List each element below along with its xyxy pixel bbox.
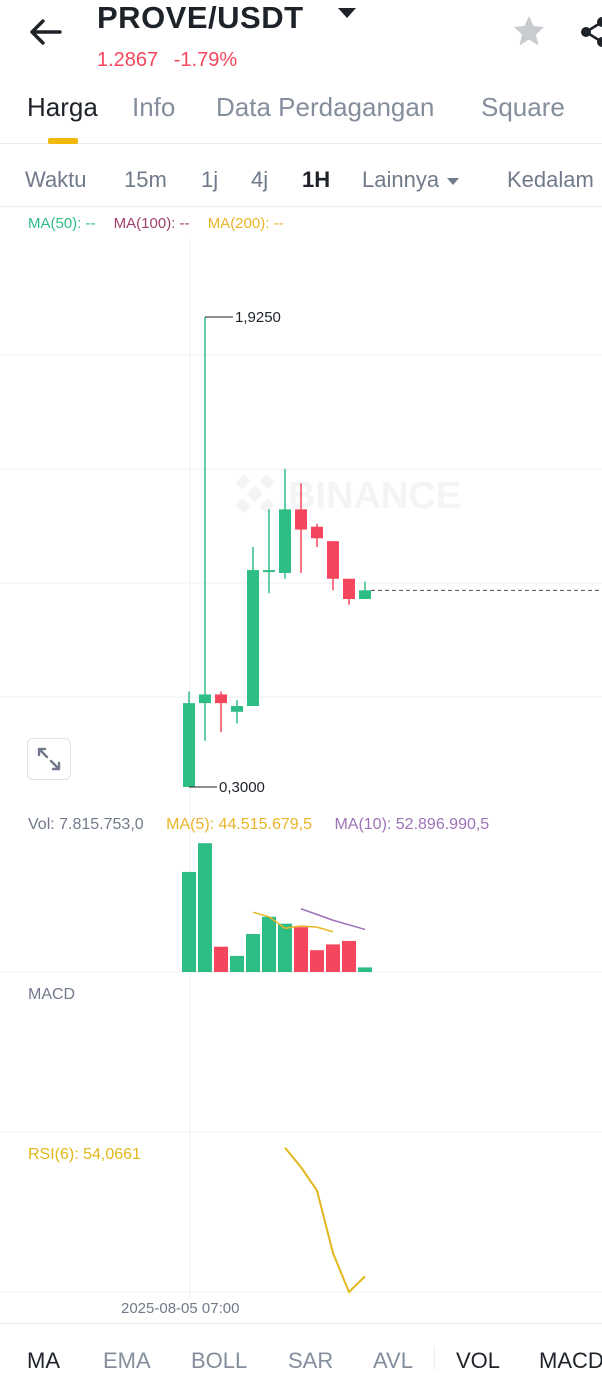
candle-1 xyxy=(199,317,211,741)
candle-body xyxy=(327,541,339,579)
tab-data-perdagangan[interactable]: Data Perdagangan xyxy=(216,92,435,122)
interval-1h[interactable]: 1H xyxy=(302,167,331,192)
indicator-macd[interactable]: MACD xyxy=(539,1348,602,1373)
volume-bars xyxy=(182,843,372,972)
indicator-boll[interactable]: BOLL xyxy=(191,1348,248,1373)
candle-6 xyxy=(279,468,291,579)
indicator-divider xyxy=(434,1346,435,1370)
active-tab-indicator xyxy=(48,138,78,144)
low-price-label: 0,3000 xyxy=(219,779,265,796)
chevron-down-icon[interactable] xyxy=(338,8,356,18)
candle-body xyxy=(263,570,275,573)
ma-legend: MA(50): -- MA(100): -- MA(200): -- xyxy=(28,215,298,232)
interval-more[interactable]: Lainnya xyxy=(362,167,460,193)
extreme-markers: 1,9250 0,3000 xyxy=(189,309,281,796)
candle-body xyxy=(295,509,307,530)
price-line: 1.2867 -1.79% xyxy=(97,49,247,72)
volume-bar-5 xyxy=(262,916,276,972)
volume-bar-3 xyxy=(230,955,244,972)
volume-bar-11 xyxy=(358,967,372,972)
candle-body xyxy=(343,578,355,600)
indicator-avl[interactable]: AVL xyxy=(373,1348,413,1373)
high-price-label: 1,9250 xyxy=(235,309,281,326)
candle-3 xyxy=(231,700,243,724)
volume-ma10-label: MA(10): 52.896.990,5 xyxy=(334,816,490,833)
main-tabs: Harga Info Data Perdagangan Square xyxy=(0,88,602,144)
volume-legend: Vol: 7.815.753,0 MA(5): 44.515.679,5 MA(… xyxy=(28,816,507,834)
candle-body xyxy=(231,706,243,712)
volume-ma10-line xyxy=(300,908,366,931)
candles xyxy=(183,317,371,787)
interval-time[interactable]: Waktu xyxy=(25,167,87,192)
candle-4 xyxy=(247,546,259,707)
candle-body xyxy=(359,590,371,600)
candle-2 xyxy=(215,691,227,733)
interval-bar: Waktu 15m 1j 4j 1H Lainnya Kedalam xyxy=(0,145,602,207)
candle-9 xyxy=(327,541,339,591)
price-change: -1.79% xyxy=(173,49,238,71)
candle-10 xyxy=(343,578,355,605)
candle-8 xyxy=(311,523,323,547)
interval-more-label: Lainnya xyxy=(362,167,440,192)
volume-ma5-line xyxy=(252,911,334,933)
tab-info[interactable]: Info xyxy=(132,92,176,122)
candlestick-chart[interactable]: BINANCE 1,9250 0,3000 xyxy=(0,238,602,1298)
candle-body xyxy=(279,509,291,573)
volume-ma5-label: MA(5): 44.515.679,5 xyxy=(166,816,312,833)
time-axis-label: 2025-08-05 07:00 xyxy=(121,1300,240,1317)
volume-bar-2 xyxy=(214,946,228,972)
volume-bar-9 xyxy=(326,944,340,972)
candle-0 xyxy=(183,691,195,787)
volume-bar-1 xyxy=(198,843,212,972)
volume-bar-4 xyxy=(246,934,260,972)
macd-label: MACD xyxy=(28,986,76,1003)
rsi-label: RSI(6): 54,0661 xyxy=(28,1146,141,1163)
candle-5 xyxy=(263,509,275,594)
watermark-text: BINANCE xyxy=(288,475,461,517)
ma50-label: MA(50): -- xyxy=(28,215,96,232)
star-icon[interactable] xyxy=(512,14,546,48)
chart-grid xyxy=(0,238,602,1298)
indicator-ema[interactable]: EMA xyxy=(103,1348,151,1373)
share-icon[interactable] xyxy=(578,14,602,50)
volume-bar-0 xyxy=(182,871,196,972)
indicator-vol[interactable]: VOL xyxy=(456,1348,501,1373)
interval-15m[interactable]: 15m xyxy=(124,167,167,192)
indicator-ma[interactable]: MA xyxy=(27,1348,60,1373)
tab-square[interactable]: Square xyxy=(481,92,565,122)
volume-bar-8 xyxy=(310,950,324,972)
tab-harga[interactable]: Harga xyxy=(27,92,98,122)
candle-body xyxy=(215,694,227,704)
candle-body xyxy=(247,570,259,707)
candle-11 xyxy=(359,581,371,600)
ma100-label: MA(100): -- xyxy=(113,215,190,232)
candle-body xyxy=(311,526,323,539)
arrow-left-icon[interactable] xyxy=(26,14,66,50)
volume-bar-6 xyxy=(278,923,292,972)
header: PROVE/USDT 1.2867 -1.79% xyxy=(0,0,602,80)
interval-depth[interactable]: Kedalam xyxy=(507,167,594,192)
candle-body xyxy=(183,703,195,787)
volume-bar-10 xyxy=(342,940,356,972)
rsi-line xyxy=(284,1147,366,1294)
ma200-label: MA(200): -- xyxy=(207,215,284,232)
volume-bar-7 xyxy=(294,927,308,972)
candle-7 xyxy=(295,483,307,573)
indicator-bar: MA EMA BOLL SAR AVL VOL MACD xyxy=(0,1323,602,1380)
candle-body xyxy=(199,694,211,704)
interval-1j[interactable]: 1j xyxy=(201,167,219,192)
caret-down-icon xyxy=(447,177,460,185)
volume-label: Vol: 7.815.753,0 xyxy=(28,816,144,833)
indicator-sar[interactable]: SAR xyxy=(288,1348,334,1373)
pair-title[interactable]: PROVE/USDT xyxy=(97,0,304,35)
watermark: BINANCE xyxy=(235,474,461,517)
interval-4j[interactable]: 4j xyxy=(251,167,269,192)
expand-icon[interactable] xyxy=(27,738,71,780)
last-price: 1.2867 xyxy=(97,49,159,71)
